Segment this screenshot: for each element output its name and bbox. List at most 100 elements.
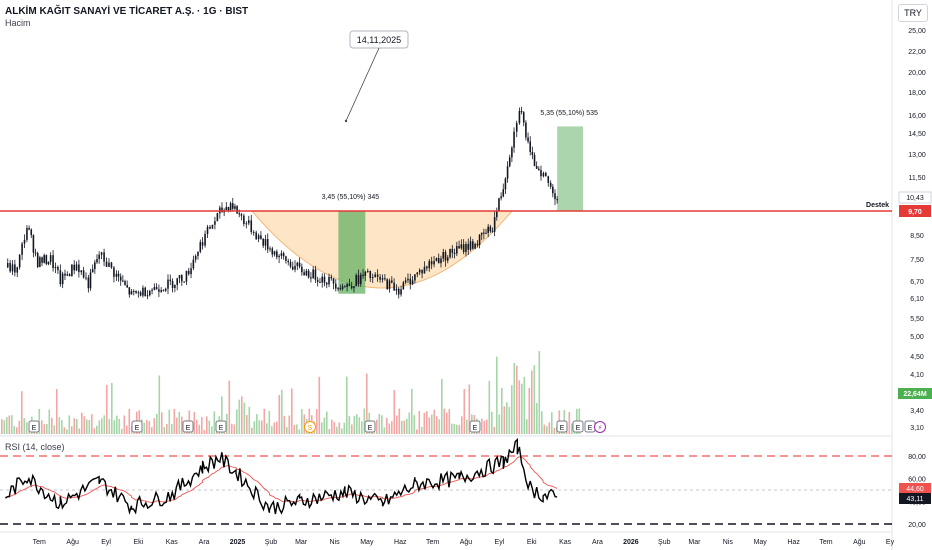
volume-bar <box>388 423 391 434</box>
volume-bar <box>393 389 396 434</box>
volume-bar <box>481 418 483 434</box>
volume-bar <box>516 365 518 434</box>
volume-bar <box>226 413 228 434</box>
volume-bar <box>391 421 393 434</box>
volume-bar <box>491 411 493 434</box>
event-marker-split[interactable] <box>304 421 316 433</box>
currency-button[interactable]: TRY <box>898 4 928 22</box>
event-marker-label: E <box>186 425 191 432</box>
candle-body <box>462 244 465 253</box>
candle-body <box>260 235 262 239</box>
candle-body <box>273 251 276 255</box>
time-tick-label: Ağu <box>853 539 866 546</box>
candle-body <box>305 270 308 276</box>
price-tick-label: 4,50 <box>910 354 924 361</box>
candle-body <box>122 280 124 282</box>
candle-body <box>476 243 479 246</box>
volume-bar <box>161 412 163 434</box>
candle-body <box>187 270 190 275</box>
candle-body <box>458 246 460 249</box>
volume-bar <box>386 417 388 434</box>
symbol-title[interactable]: ALKİM KAĞIT SANAYİ VE TİCARET A.Ş. · 1G … <box>5 6 249 17</box>
price-tick-label: 3,40 <box>910 408 924 415</box>
volume-bar <box>43 424 46 434</box>
candle-body <box>176 278 178 285</box>
candle-body <box>409 278 412 285</box>
candle-body <box>171 281 174 288</box>
volume-bar <box>278 394 281 434</box>
candle-body <box>474 243 476 249</box>
candle-body <box>531 151 534 155</box>
price-tick-label: 7,50 <box>910 257 924 264</box>
volume-bar <box>531 370 533 434</box>
volume-bar <box>273 422 276 434</box>
time-tick-label: May <box>754 539 768 546</box>
candle-body <box>174 284 176 288</box>
candle-body <box>243 215 245 224</box>
volume-bar <box>13 426 16 434</box>
candle-body <box>513 131 515 148</box>
volume-bar <box>553 427 556 434</box>
volume-bar <box>453 423 456 434</box>
volume-bar <box>71 426 73 434</box>
candle-body <box>178 275 181 279</box>
candle-body <box>153 287 156 290</box>
volume-bar <box>398 408 401 434</box>
candle-body <box>418 269 421 273</box>
support-label: Destek <box>866 202 889 209</box>
last-price-badge <box>898 191 932 204</box>
candle-body <box>194 255 197 260</box>
event-marker-earnings[interactable] <box>556 420 568 433</box>
candle-body <box>287 260 290 263</box>
candle-body <box>334 283 337 289</box>
candle-body <box>80 270 83 273</box>
candle-body <box>41 257 43 263</box>
candle-body <box>291 266 294 270</box>
candle-body <box>518 111 521 124</box>
candle-body <box>395 288 398 291</box>
event-marker-earnings[interactable] <box>469 420 481 433</box>
volume-bar <box>413 415 416 434</box>
rsi-tick-label: 80,00 <box>908 454 926 461</box>
candle-body <box>440 258 442 264</box>
candle-body <box>493 217 496 232</box>
candle-body <box>11 264 14 272</box>
volume-bar <box>511 385 513 434</box>
candle-body <box>119 276 122 281</box>
event-marker-earnings[interactable] <box>131 420 143 433</box>
candle-body <box>264 239 267 246</box>
candle-body <box>465 244 467 253</box>
volume-bar <box>276 421 278 434</box>
volume-bar <box>366 373 368 434</box>
candle-body <box>545 172 547 177</box>
event-marker-earnings[interactable] <box>215 420 227 433</box>
price-tick-label: 13,00 <box>908 152 926 159</box>
volume-bar <box>256 414 258 434</box>
volume-bar <box>88 420 91 434</box>
candle-body <box>437 258 440 264</box>
candle-body <box>400 289 402 295</box>
candle-body <box>105 261 108 267</box>
volume-bar <box>16 427 18 434</box>
event-marker-news[interactable] <box>594 421 606 433</box>
candle-body <box>221 207 223 213</box>
candle-body <box>82 270 85 278</box>
candle-body <box>269 248 271 250</box>
candle-body <box>276 251 278 258</box>
event-marker-earnings[interactable] <box>364 420 376 433</box>
volume-bar <box>238 399 241 434</box>
candle-body <box>75 264 78 271</box>
candle-body <box>491 231 494 233</box>
volume-bar <box>451 423 453 434</box>
candle-body <box>381 278 384 280</box>
event-marker-earnings[interactable] <box>182 420 194 433</box>
time-tick-label: Eki <box>527 539 537 546</box>
event-marker-earnings[interactable] <box>28 420 40 433</box>
candle-body <box>337 288 339 290</box>
event-marker-label: E <box>32 425 37 432</box>
event-marker-earnings[interactable] <box>572 420 584 433</box>
volume-bar <box>61 419 63 434</box>
candle-body <box>312 269 314 279</box>
volume-bar <box>116 415 118 434</box>
rsi-line <box>4 437 558 515</box>
